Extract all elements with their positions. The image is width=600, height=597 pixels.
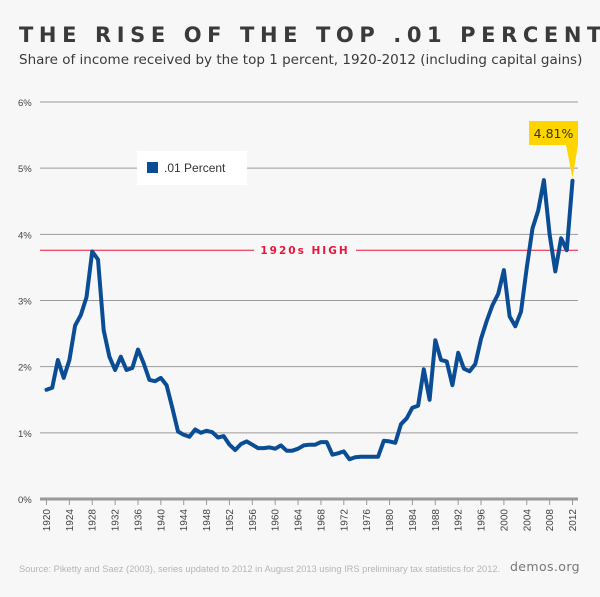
x-tick-label: 1936 — [133, 509, 144, 532]
x-tick-label: 1972 — [339, 509, 350, 532]
x-tick-label: 1928 — [88, 509, 99, 532]
x-tick-label: 1968 — [316, 509, 327, 532]
x-tick-label: 1924 — [65, 509, 76, 532]
x-tick-label: 2012 — [568, 509, 579, 532]
annotation-pointer — [566, 145, 578, 178]
brand-logo: demos.org — [509, 559, 580, 574]
x-tick-label: 1940 — [156, 509, 167, 532]
annotation-label: 4.81% — [534, 126, 574, 141]
x-tick-label: 1960 — [271, 509, 282, 532]
x-tick-label: 1920 — [42, 509, 53, 532]
y-tick-label: 5% — [18, 164, 32, 175]
reference-line-label: 1920s HIGH — [260, 245, 349, 257]
x-tick-label: 1984 — [408, 509, 419, 532]
x-tick-label: 1952 — [225, 509, 236, 532]
chart-subtitle: Share of income received by the top 1 pe… — [19, 52, 583, 68]
x-tick-label: 1932 — [111, 509, 122, 532]
x-tick-label: 2004 — [522, 509, 533, 532]
x-tick-label: 1988 — [431, 509, 442, 532]
x-tick-label: 1996 — [477, 509, 488, 532]
x-tick-label: 1944 — [179, 509, 190, 532]
legend-label: .01 Percent — [164, 161, 226, 175]
x-tick-label: 1948 — [202, 509, 213, 532]
source-note: Source: Piketty and Saez (2003), series … — [19, 564, 501, 574]
y-tick-label: 3% — [18, 297, 32, 308]
annotation-box — [529, 121, 578, 145]
x-tick-label: 1992 — [454, 509, 465, 532]
x-tick-label: 2000 — [499, 509, 510, 532]
y-tick-label: 2% — [18, 363, 32, 374]
series-line — [44, 178, 575, 462]
x-tick-label: 1980 — [385, 509, 396, 532]
x-tick-label: 1976 — [362, 509, 373, 532]
y-tick-label: 4% — [18, 230, 32, 241]
x-tick-label: 2008 — [545, 509, 556, 532]
y-tick-label: 0% — [18, 495, 32, 506]
y-tick-label: 6% — [18, 98, 32, 109]
x-tick-label: 1964 — [294, 509, 305, 532]
x-tick-label: 1956 — [248, 509, 259, 532]
y-tick-label: 1% — [18, 429, 32, 440]
legend-swatch — [147, 162, 158, 173]
chart-title: THE RISE OF THE TOP .01 PERCENT — [19, 23, 600, 47]
